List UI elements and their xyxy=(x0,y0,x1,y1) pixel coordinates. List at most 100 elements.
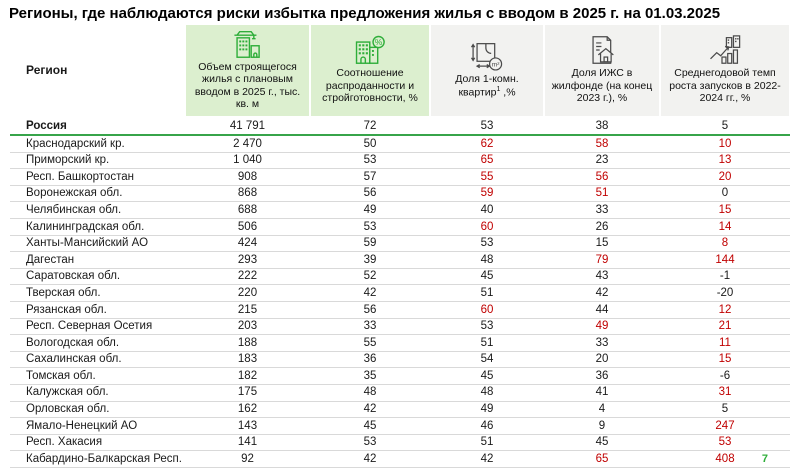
value-cell: 15 xyxy=(660,201,790,220)
table-row: Дагестан 293 39 48 79 144 xyxy=(10,251,790,269)
region-cell: Калужская обл. xyxy=(10,384,185,402)
value-cell: 38 xyxy=(544,115,660,137)
value-cell: 21 xyxy=(660,318,790,336)
value-cell: 45 xyxy=(430,268,544,286)
value-cell: 60 xyxy=(430,301,544,319)
value-cell: 175 xyxy=(185,384,310,402)
value-cell: 58 xyxy=(544,135,660,153)
buildings-percent-icon: % xyxy=(313,35,427,65)
value-cell: 48 xyxy=(430,384,544,402)
value-cell: 48 xyxy=(430,251,544,269)
column-header-label: Доля 1-комн. квартир1 ,% xyxy=(455,73,519,98)
column-header-region: Регион xyxy=(10,25,185,119)
value-cell: 44 xyxy=(544,301,660,319)
value-cell: 506 xyxy=(185,218,310,236)
region-cell: Вологодская обл. xyxy=(10,334,185,352)
value-cell: 222 xyxy=(185,268,310,286)
value-cell: 55 xyxy=(430,168,544,186)
value-cell: 162 xyxy=(185,401,310,419)
table-row: Вологодская обл. 188 55 51 33 11 xyxy=(10,334,790,352)
value-cell: 35 xyxy=(310,367,430,385)
value-cell: 5 xyxy=(660,115,790,137)
table-row: Ямало-Ненецкий АО 143 45 46 9 247 xyxy=(10,417,790,435)
value-cell: 56 xyxy=(310,185,430,203)
value-cell: 45 xyxy=(544,434,660,452)
value-cell: 182 xyxy=(185,367,310,385)
value-cell: 53 xyxy=(430,318,544,336)
value-cell: 203 xyxy=(185,318,310,336)
building-crane-icon xyxy=(188,29,307,59)
value-cell: 215 xyxy=(185,301,310,319)
value-cell: 56 xyxy=(310,301,430,319)
value-cell: 53 xyxy=(310,434,430,452)
value-cell: 53 xyxy=(660,434,790,452)
table-row: Сахалинская обл. 183 36 54 20 15 xyxy=(10,351,790,369)
value-cell: 53 xyxy=(310,218,430,236)
value-cell: 92 xyxy=(185,450,310,468)
total-row: Россия 41 791 72 53 38 5 xyxy=(10,115,790,137)
value-cell: 53 xyxy=(430,235,544,253)
column-header-label: Доля ИЖС в жилфонде (на конец 2023 г.), … xyxy=(551,67,653,104)
value-cell: 9 xyxy=(544,417,660,435)
column-header-label: Объем строящегося жилья с плановым вводо… xyxy=(194,61,301,111)
table-row: Калужская обл. 175 48 48 41 31 xyxy=(10,384,790,402)
column-header-ratio: % Соотношение распроданности и стройгото… xyxy=(309,25,431,119)
value-cell: -1 xyxy=(660,268,790,286)
value-cell: 55 xyxy=(310,334,430,352)
region-cell: Респ. Северная Осетия xyxy=(10,318,185,336)
value-cell: 41 xyxy=(544,384,660,402)
value-cell: 36 xyxy=(310,351,430,369)
value-cell: 51 xyxy=(430,284,544,303)
value-cell: 57 xyxy=(310,168,430,186)
table-row: Калининградская обл. 506 53 60 26 14 xyxy=(10,218,790,236)
value-cell: 42 xyxy=(310,401,430,419)
value-cell: 20 xyxy=(544,351,660,369)
region-cell: Челябинская обл. xyxy=(10,201,185,220)
page-title: Регионы, где наблюдаются риски избытка п… xyxy=(9,5,721,22)
value-cell: 65 xyxy=(544,450,660,468)
table-row: Саратовская обл. 222 52 45 43 -1 xyxy=(10,268,790,286)
value-cell: 39 xyxy=(310,251,430,269)
value-cell: 42 xyxy=(544,284,660,303)
table-row: Воронежская обл. 868 56 59 51 0 xyxy=(10,185,790,203)
value-cell: 33 xyxy=(544,334,660,352)
header-row: Регион xyxy=(10,25,791,119)
value-cell: 51 xyxy=(544,185,660,203)
value-cell: 40 xyxy=(430,201,544,220)
value-cell: 10 xyxy=(660,135,790,153)
column-header-growth: Среднегодовой темп роста запусков в 2022… xyxy=(659,25,791,119)
table-row: Томская обл. 182 35 45 36 -6 xyxy=(10,367,790,385)
value-cell: 908 xyxy=(185,168,310,186)
value-cell: 33 xyxy=(310,318,430,336)
region-cell: Респ. Башкортостан xyxy=(10,168,185,186)
value-cell: 11 xyxy=(660,334,790,352)
table-row: Кабардино-Балкарская Респ. 92 42 42 65 408 xyxy=(10,450,790,468)
value-cell: 26 xyxy=(544,218,660,236)
value-cell: 49 xyxy=(544,318,660,336)
value-cell: 50 xyxy=(310,135,430,153)
region-cell: Рязанская обл. xyxy=(10,301,185,319)
value-cell: 42 xyxy=(310,450,430,468)
column-header-share-1room: m² Доля 1-комн. квартир1 ,% xyxy=(429,25,545,119)
table-row: Респ. Хакасия 141 53 51 45 53 xyxy=(10,434,790,452)
column-header-izhs: Доля ИЖС в жилфонде (на конец 2023 г.), … xyxy=(543,25,661,119)
region-cell: Тверская обл. xyxy=(10,284,185,303)
table-row: Краснодарский кр. 2 470 50 62 58 10 xyxy=(10,135,790,153)
region-cell: Приморский кр. xyxy=(10,152,185,170)
value-cell: 424 xyxy=(185,235,310,253)
value-cell: 53 xyxy=(310,152,430,170)
value-cell: 220 xyxy=(185,284,310,303)
value-cell: 51 xyxy=(430,434,544,452)
region-cell: Дагестан xyxy=(10,251,185,269)
value-cell: 33 xyxy=(544,201,660,220)
region-cell: Кабардино-Балкарская Респ. xyxy=(10,450,185,468)
value-cell: 0 xyxy=(660,185,790,203)
column-header-volume: Объем строящегося жилья с плановым вводо… xyxy=(184,25,311,119)
table-row: Приморский кр. 1 040 53 65 23 13 xyxy=(10,152,790,170)
value-cell: 41 791 xyxy=(185,115,310,137)
table-body: Россия 41 791 72 53 38 5 Краснодарский кр. 2 47… xyxy=(10,115,790,468)
value-cell: 49 xyxy=(430,401,544,419)
value-cell: 49 xyxy=(310,201,430,220)
value-cell: 79 xyxy=(544,251,660,269)
